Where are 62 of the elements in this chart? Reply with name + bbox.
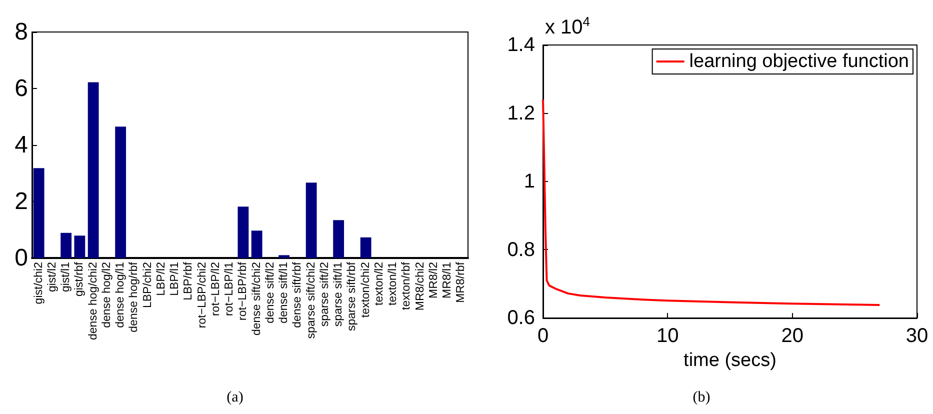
- x-tick-label: MR8/chi2: [414, 262, 426, 311]
- x-tick-label: dense hog/l1: [114, 262, 127, 328]
- x-tick-label: 0: [537, 325, 549, 347]
- x-tick-label: LBP/l2: [155, 262, 168, 296]
- bar: [60, 232, 72, 258]
- x-tick-label: texton/l2: [373, 262, 386, 306]
- x-tick-label: dense hog/l2: [100, 262, 113, 328]
- y-tick-label: 1.4: [507, 34, 535, 56]
- x-tick-label: texton/chi2: [360, 262, 372, 318]
- x-tick-label: LBP/chi2: [142, 262, 154, 308]
- x-tick-label: texton/l1: [387, 262, 400, 306]
- x-tick-label: 20: [781, 325, 804, 347]
- x-tick-label: dense sift/l1: [278, 262, 290, 324]
- x-tick-label: gist/chi2: [32, 262, 45, 304]
- y-tick-label: 4: [14, 132, 28, 158]
- bar: [278, 255, 290, 258]
- x-tick-label: gist/rbf: [74, 261, 86, 297]
- x-tick-label: rot−LBP/rbf: [237, 261, 250, 320]
- y-tick-label: 0.8: [507, 238, 535, 261]
- bar: [115, 126, 126, 258]
- bar: [360, 237, 372, 258]
- x-tick-label: MR8/rbf: [455, 261, 468, 303]
- x-tick-label: sparse sift/rbf: [346, 261, 358, 332]
- y-tick-label: 1.2: [507, 102, 535, 124]
- x-tick-label: dense sift/rbf: [292, 261, 304, 328]
- x-tick-label: 30: [906, 325, 928, 347]
- y-tick-label: 1: [524, 170, 535, 192]
- line-series: [542, 98, 881, 306]
- x-tick-label: gist/l1: [60, 262, 72, 292]
- x-tick-label: sparse sift/l2: [318, 262, 331, 327]
- bar: [333, 220, 344, 258]
- x-tick-label: sparse sift/chi2: [305, 262, 318, 339]
- x-tick-label: sparse sift/l1: [332, 262, 345, 327]
- x-tick-label: MR8/l2: [428, 262, 440, 298]
- x-tick-label: rot−LBP/l2: [210, 262, 222, 316]
- bar: [74, 236, 86, 258]
- x-tick-label: dense hog/chi2: [87, 262, 100, 340]
- bar: [33, 168, 44, 258]
- legend-label: learning objective function: [689, 51, 910, 72]
- x-tick-label: dense sift/chi2: [250, 262, 263, 336]
- y-tick-label: 0: [14, 244, 28, 272]
- x-tick-label: rot−LBP/chi2: [196, 262, 208, 328]
- text: (b): [692, 390, 710, 406]
- text: (a): [226, 390, 244, 406]
- x-tick-label: LBP/l1: [169, 262, 182, 296]
- x-tick-label: gist/l2: [46, 262, 58, 292]
- x-tick-label: MR8/l1: [442, 262, 454, 298]
- x-tick-label: LBP/rbf: [182, 261, 195, 300]
- x-tick-label: texton/rbf: [400, 261, 413, 310]
- x-tick-label: rot−LBP/l1: [224, 262, 236, 316]
- bar: [251, 230, 262, 258]
- bar: [88, 82, 99, 258]
- y-tick-label: 0.6: [507, 307, 535, 329]
- bar: [238, 206, 249, 258]
- x-tick-label: dense hog/rbf: [128, 261, 140, 332]
- x-tick-label: 10: [656, 325, 679, 347]
- y-tick-label: 2: [14, 188, 28, 215]
- y-tick-label: 6: [14, 75, 28, 102]
- x-axis-title: time (secs): [684, 350, 776, 371]
- bar: [306, 182, 317, 258]
- y-tick-label: 8: [14, 18, 28, 46]
- x-tick-label: dense sift/l2: [264, 262, 276, 324]
